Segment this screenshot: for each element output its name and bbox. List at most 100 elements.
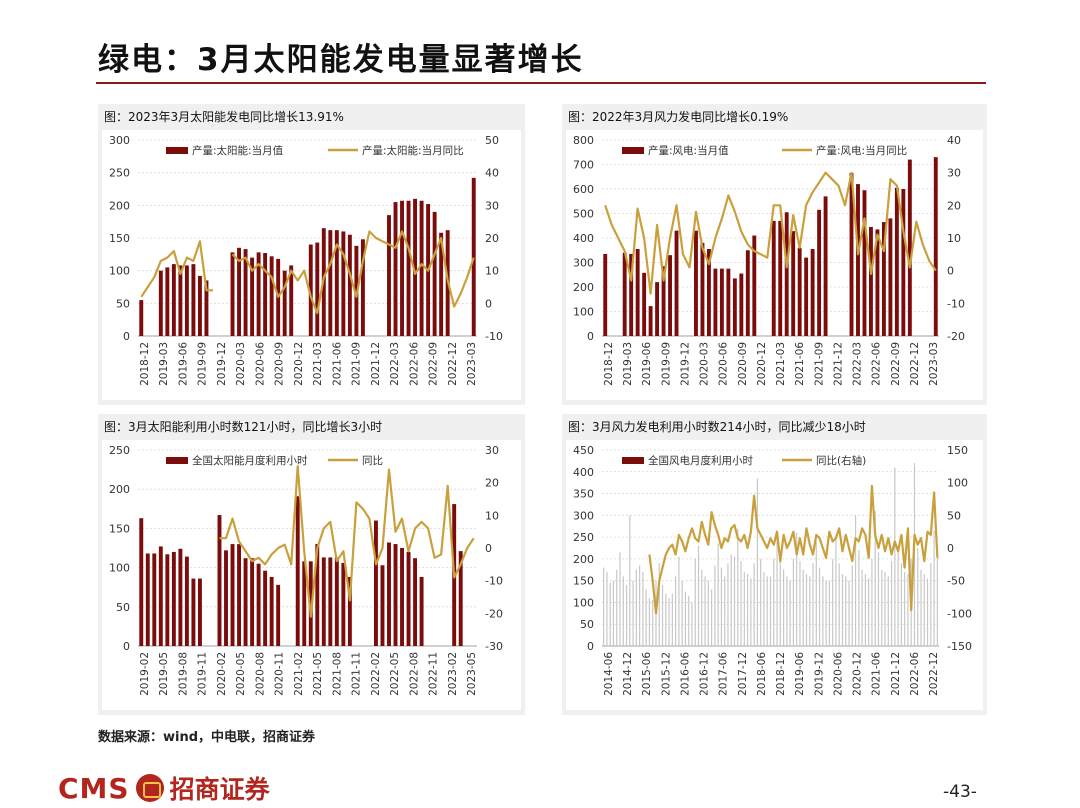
bar (665, 593, 667, 646)
bar (675, 576, 677, 646)
logo-cn-text: 招商证券 (169, 775, 270, 804)
bar (639, 565, 641, 646)
bar (184, 556, 189, 646)
y-left-tick-label: 800 (573, 134, 594, 147)
y-left-tick-label: 150 (109, 232, 130, 245)
y-right-tick-label: -30 (485, 640, 503, 653)
y-left-tick-label: 200 (573, 553, 594, 566)
bar (158, 270, 163, 336)
bar (884, 571, 886, 646)
bar (648, 306, 653, 336)
bar (419, 200, 424, 336)
y-left-tick-label: 300 (573, 257, 594, 270)
data-source: 数据来源：wind，中电联，招商证券 (98, 730, 316, 745)
title-rule (96, 82, 986, 84)
x-tick-label: 2021-09 (813, 342, 825, 386)
x-tick-label: 2022-02 (370, 652, 382, 696)
bar (789, 580, 791, 646)
y-left-tick-label: 200 (109, 199, 130, 212)
bar (799, 561, 801, 646)
bar (769, 576, 772, 646)
y-left-tick-label: 500 (573, 208, 594, 221)
y-left-tick-label: 100 (109, 265, 130, 278)
bar (139, 518, 144, 646)
x-tick-label: 2015-06 (641, 652, 653, 696)
bar (752, 235, 757, 336)
bar (674, 230, 679, 336)
legend-line-label: 产量:风电:当月同比 (816, 144, 907, 157)
bar (681, 580, 683, 646)
bar (805, 574, 808, 646)
y-right-tick-label: 40 (485, 167, 499, 180)
bar (933, 157, 938, 336)
bar (786, 576, 788, 646)
bar (832, 558, 834, 646)
bar (737, 528, 739, 646)
bar (756, 478, 759, 646)
bar (897, 545, 899, 646)
x-tick-label: 2019-12 (679, 342, 691, 386)
y-right-tick-label: 150 (947, 444, 968, 457)
bar (458, 551, 463, 646)
bar (753, 563, 755, 646)
bar (875, 229, 880, 336)
bar (606, 571, 608, 646)
legend-bar-swatch (166, 457, 188, 464)
bar (439, 232, 444, 336)
x-tick-label: 2020-05 (235, 652, 247, 696)
bar (851, 565, 853, 646)
x-tick-label: 2023-03 (466, 342, 478, 386)
chart-wind-hours: 图：3月风力发电利用小时数214小时，同比减少18小时 0 50 100 150 200 2… (566, 419, 983, 710)
bar (609, 582, 611, 646)
x-tick-label: 2021-06 (331, 342, 343, 386)
x-tick-label: 2022-03 (852, 342, 864, 386)
bar (791, 231, 796, 336)
bar (688, 595, 690, 646)
bar (295, 496, 300, 646)
x-tick-label: 2019-02 (139, 652, 151, 696)
bar (191, 264, 196, 336)
y-left-tick-label: 300 (109, 134, 130, 147)
bar (691, 602, 693, 646)
y-right-tick-label: -10 (485, 330, 503, 343)
x-tick-label: 2023-05 (466, 652, 478, 696)
y-right-tick-label: -20 (485, 607, 503, 620)
bar (812, 563, 814, 646)
y-right-tick-label: 30 (485, 444, 499, 457)
bar (413, 198, 418, 336)
bar (315, 544, 320, 646)
x-tick-label: 2019-03 (158, 342, 170, 386)
bar (724, 576, 726, 646)
x-tick-label: 2018-06 (756, 652, 768, 696)
bar (881, 569, 883, 646)
x-tick-label: 2021-12 (890, 652, 902, 696)
bar (740, 561, 742, 646)
y-right-tick-label: 10 (485, 509, 499, 522)
bar (328, 557, 333, 646)
bar (930, 563, 932, 646)
bar (815, 541, 817, 646)
bar (750, 578, 752, 646)
bar (704, 576, 706, 646)
bar (406, 200, 411, 336)
chart-title: 图：2023年3月太阳能发电同比增长13.91% (104, 109, 344, 124)
bar (817, 209, 822, 336)
bar (877, 552, 880, 646)
bar (784, 212, 789, 336)
bar (400, 548, 404, 646)
bar (727, 563, 729, 646)
series-line (648, 484, 939, 615)
x-tick-label: 2021-02 (293, 652, 305, 696)
bar (612, 580, 615, 646)
x-tick-label: 2020-06 (718, 342, 730, 386)
logo-cms-text: CMS (58, 771, 130, 805)
bar (165, 554, 170, 646)
x-tick-label: 2022-09 (890, 342, 902, 386)
bar (165, 267, 170, 336)
bar (406, 551, 411, 646)
x-tick-label: 2022-06 (909, 652, 921, 696)
chart-title: 图：3月风力发电利用小时数214小时，同比减少18小时 (568, 419, 866, 434)
bar (887, 576, 889, 646)
bar (387, 215, 391, 336)
y-left-tick-label: 0 (587, 330, 594, 343)
